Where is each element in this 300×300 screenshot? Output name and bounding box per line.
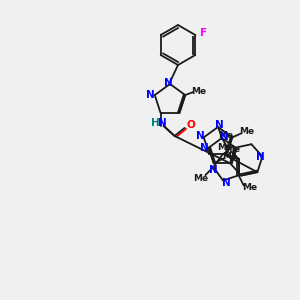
Text: O: O	[186, 120, 195, 130]
Text: N: N	[214, 120, 224, 130]
Text: H: H	[151, 118, 160, 128]
Text: N: N	[220, 132, 228, 142]
Text: N: N	[146, 90, 155, 100]
Text: N: N	[209, 165, 218, 175]
Text: Me: Me	[193, 174, 208, 183]
Text: Me: Me	[242, 183, 257, 192]
Text: Me: Me	[239, 127, 254, 136]
Text: N: N	[222, 178, 230, 188]
Text: N: N	[256, 152, 265, 163]
Text: Me: Me	[222, 152, 237, 161]
Text: Me: Me	[225, 145, 241, 154]
Text: N: N	[164, 78, 172, 88]
Text: N: N	[196, 131, 205, 141]
Text: Me: Me	[191, 87, 206, 96]
Text: N: N	[200, 143, 209, 153]
Text: Me: Me	[218, 131, 234, 140]
Text: F: F	[200, 28, 207, 38]
Text: N: N	[158, 118, 167, 128]
Text: Me: Me	[217, 143, 232, 152]
